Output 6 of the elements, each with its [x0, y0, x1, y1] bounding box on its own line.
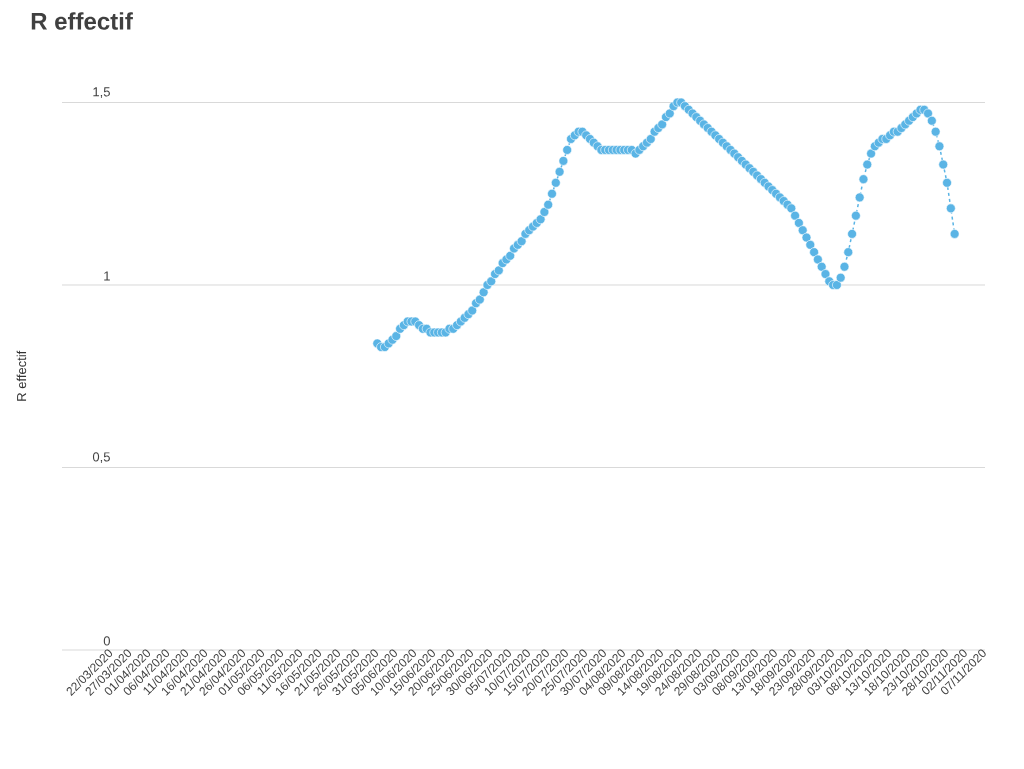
y-tick-label: 0,5 [92, 452, 110, 463]
y-tick-label: 1,5 [93, 87, 110, 98]
chart-title: R effectif [31, 12, 133, 30]
y-tick-label: 1 [104, 271, 110, 281]
y-tick-label: 0 [103, 636, 110, 646]
y-axis-title: R effectif [16, 350, 27, 401]
